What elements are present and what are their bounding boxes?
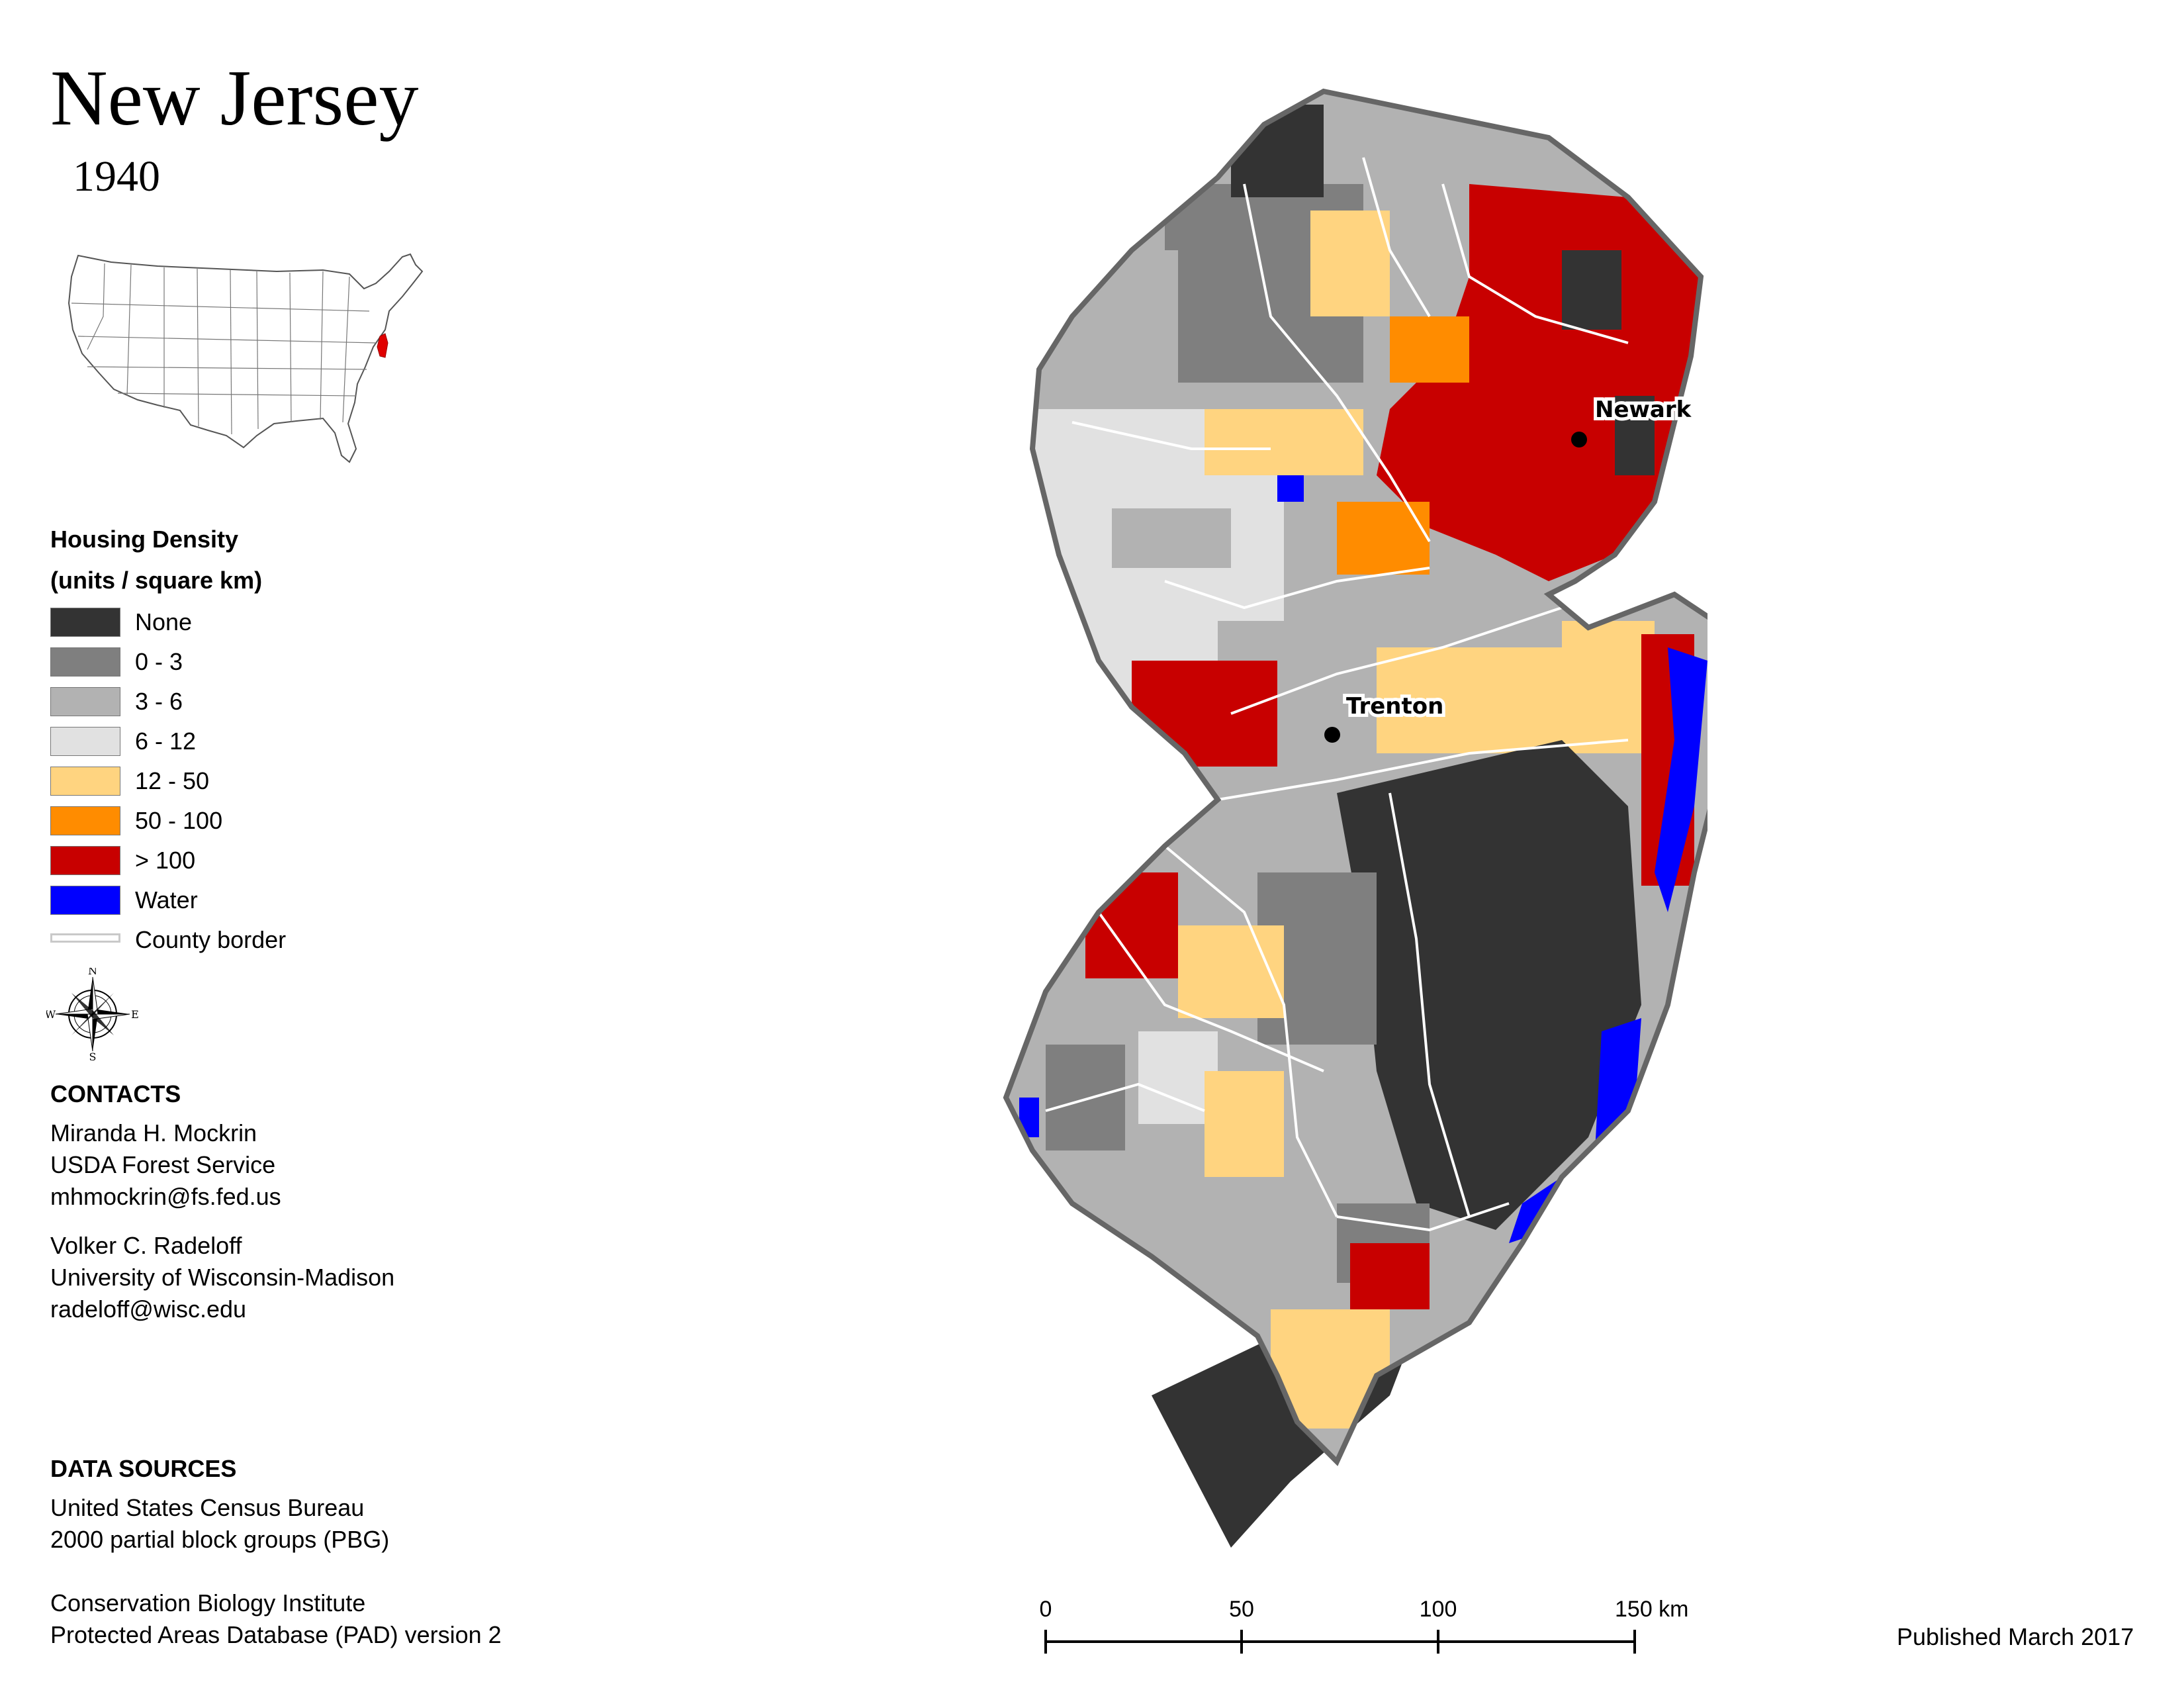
legend-swatch bbox=[50, 608, 120, 637]
water-barnegat bbox=[1655, 647, 1707, 912]
us-outline bbox=[68, 253, 424, 463]
legend-title-line1: Housing Density bbox=[50, 526, 239, 553]
data-source-line: 2000 partial block groups (PBG) bbox=[50, 1526, 390, 1553]
new-jersey-highlight bbox=[377, 333, 388, 358]
patch-12-50 bbox=[1205, 1071, 1284, 1177]
contact-email: mhmockrin@fs.fed.us bbox=[50, 1183, 281, 1210]
data-sources-heading: DATA SOURCES bbox=[50, 1455, 237, 1482]
legend-swatch bbox=[50, 687, 120, 716]
data-source-2: Conservation Biology Institute Protected… bbox=[50, 1587, 502, 1651]
legend-swatch bbox=[50, 886, 120, 915]
patch-50-100 bbox=[1337, 502, 1430, 575]
data-source-line: Conservation Biology Institute bbox=[50, 1589, 366, 1617]
legend-label: 12 - 50 bbox=[135, 767, 210, 794]
legend-label: County border bbox=[135, 926, 287, 953]
contact-email: radeloff@wisc.edu bbox=[50, 1295, 247, 1323]
new-jersey-housing-density-map: Newark Trenton bbox=[1003, 88, 1707, 1548]
legend-swatch bbox=[50, 806, 120, 835]
patch-12-50 bbox=[1377, 647, 1562, 753]
patch-0-3 bbox=[1046, 1045, 1125, 1150]
city-label: Trenton bbox=[1346, 693, 1443, 720]
city-newark: Newark bbox=[1571, 393, 1696, 447]
compass-n: N bbox=[88, 968, 97, 977]
us-locator-map bbox=[68, 253, 424, 463]
legend-label: 6 - 12 bbox=[135, 727, 197, 755]
map-title: New Jersey bbox=[50, 54, 419, 142]
patch-none bbox=[1615, 396, 1655, 475]
scale-tick-label: 0 bbox=[1040, 1597, 1052, 1622]
patch-50-100 bbox=[1390, 316, 1469, 383]
compass-w: W bbox=[46, 1008, 56, 1021]
legend-title-line2: (units / square km) bbox=[50, 567, 263, 594]
city-label: Newark bbox=[1595, 397, 1692, 423]
density-patches bbox=[1019, 105, 1707, 1429]
data-source-line: Protected Areas Database (PAD) version 2 bbox=[50, 1621, 502, 1648]
legend-title: Housing Density (units / square km) bbox=[50, 519, 262, 601]
contact-name: Miranda H. Mockrin bbox=[50, 1119, 257, 1147]
contact-person-1: Miranda H. Mockrin USDA Forest Service m… bbox=[50, 1117, 281, 1213]
water-bay bbox=[1595, 1018, 1641, 1150]
contact-org: USDA Forest Service bbox=[50, 1151, 276, 1178]
patch-gt-100-trenton bbox=[1132, 661, 1277, 767]
state-outline bbox=[1003, 88, 1707, 1466]
scale-tick-label: 150 km bbox=[1615, 1597, 1689, 1622]
legend-label: 0 - 3 bbox=[135, 648, 183, 675]
patch-3-6 bbox=[1085, 250, 1178, 396]
patch-none-pine-barrens bbox=[1337, 740, 1641, 1230]
compass-rose-icon: N S E W bbox=[46, 968, 139, 1060]
county-borders bbox=[1045, 157, 1629, 1232]
legend-label: 3 - 6 bbox=[135, 688, 183, 715]
legend-label: Water bbox=[135, 886, 198, 914]
data-source-line: United States Census Bureau bbox=[50, 1494, 365, 1521]
county-border-swatch bbox=[50, 933, 120, 943]
contact-person-2: Volker C. Radeloff University of Wiscons… bbox=[50, 1230, 394, 1325]
published-date: Published March 2017 bbox=[1897, 1623, 2134, 1650]
patch-3-6 bbox=[1112, 508, 1231, 568]
city-trenton: Trenton bbox=[1324, 690, 1447, 743]
legend-swatch bbox=[50, 846, 120, 875]
compass-s: S bbox=[89, 1051, 97, 1060]
patch-gt-100-camden bbox=[1085, 872, 1178, 978]
patch-12-50 bbox=[1562, 621, 1655, 753]
patch-gt-100 bbox=[1350, 1243, 1430, 1309]
legend-label: 50 - 100 bbox=[135, 807, 223, 834]
legend-swatch bbox=[50, 767, 120, 796]
scale-tick-label: 100 bbox=[1420, 1597, 1457, 1622]
legend-swatch bbox=[50, 727, 120, 756]
contact-org: University of Wisconsin-Madison bbox=[50, 1264, 395, 1291]
water-lake bbox=[1277, 475, 1304, 502]
patch-12-50 bbox=[1310, 211, 1390, 316]
contact-name: Volker C. Radeloff bbox=[50, 1232, 242, 1259]
patch-none bbox=[1562, 250, 1621, 330]
patch-12-50 bbox=[1178, 925, 1284, 1018]
us-state-lines bbox=[71, 263, 377, 435]
scale-tick-label: 50 bbox=[1229, 1597, 1254, 1622]
contacts-heading: CONTACTS bbox=[50, 1080, 181, 1107]
legend-swatch bbox=[50, 647, 120, 677]
map-year: 1940 bbox=[73, 152, 160, 201]
scale-bar: 0 50 100 150 km bbox=[1040, 1597, 1689, 1654]
patch-12-50 bbox=[1205, 409, 1363, 475]
data-source-1: United States Census Bureau 2000 partial… bbox=[50, 1492, 389, 1556]
legend-label: None bbox=[135, 608, 193, 635]
compass-e: E bbox=[131, 1008, 139, 1021]
legend-label: > 100 bbox=[135, 847, 196, 874]
